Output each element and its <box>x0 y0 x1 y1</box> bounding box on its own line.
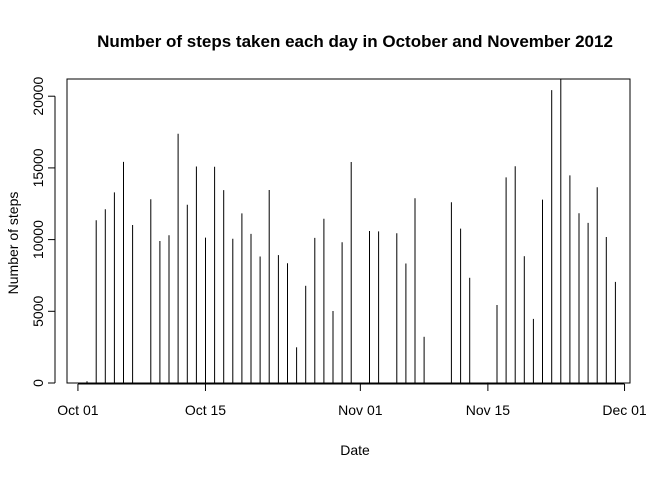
y-axis-label: Number of steps <box>5 192 21 295</box>
x-tick-label: Nov 15 <box>466 402 511 418</box>
x-tick-label: Nov 01 <box>338 402 383 418</box>
plot-frame <box>66 78 631 384</box>
chart-title: Number of steps taken each day in Octobe… <box>97 32 613 51</box>
x-axis: Oct 01 Oct 15 Nov 01 Nov 15 Dec 01 <box>57 383 647 418</box>
x-tick-label: Oct 15 <box>185 402 226 418</box>
y-tick-label: 0 <box>30 379 46 387</box>
y-tick-label: 5000 <box>30 296 46 327</box>
y-tick-label: 10000 <box>30 220 46 259</box>
x-axis-label: Date <box>340 442 370 458</box>
x-tick-label: Dec 01 <box>602 402 647 418</box>
y-axis: 0 5000 10000 15000 20000 <box>30 77 56 387</box>
bar-series <box>86 79 616 383</box>
x-tick-label: Oct 01 <box>57 402 98 418</box>
y-tick-label: 15000 <box>30 148 46 187</box>
y-tick-label: 20000 <box>30 77 46 116</box>
